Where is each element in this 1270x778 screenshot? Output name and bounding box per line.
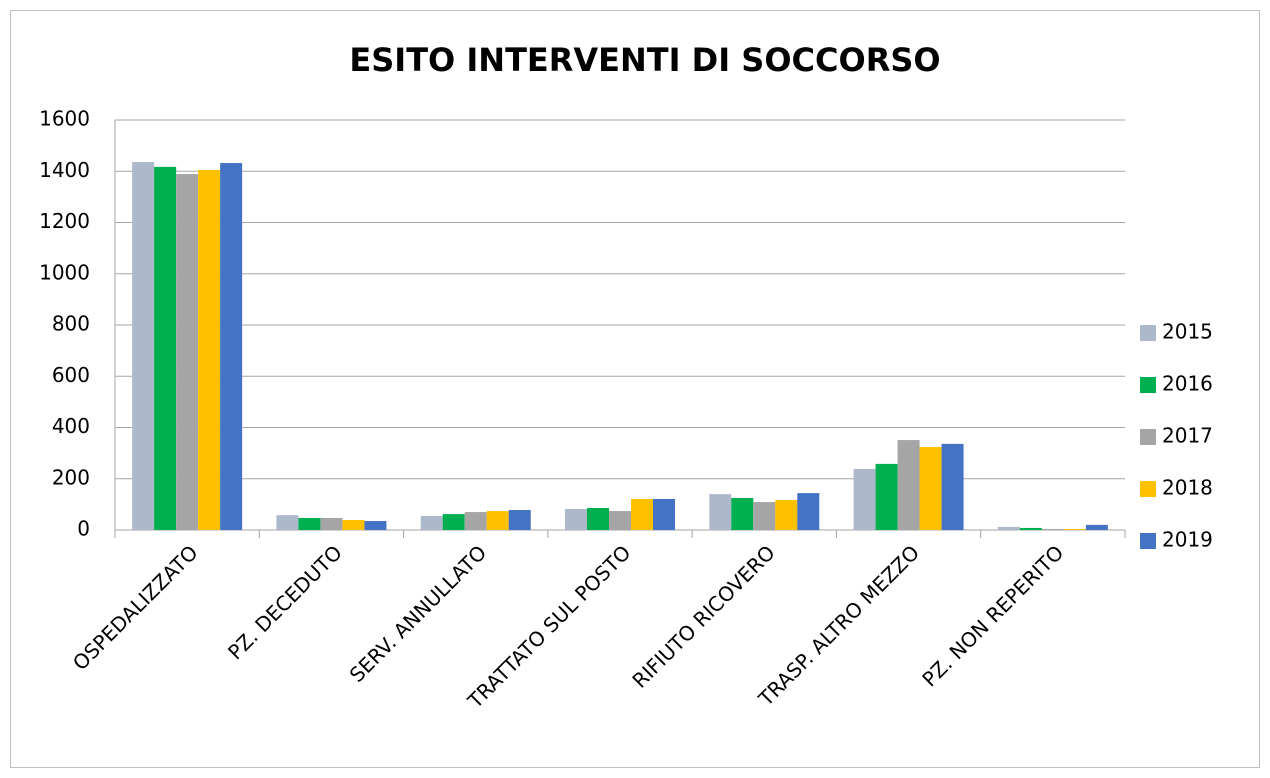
bar	[797, 493, 820, 530]
chart-title: ESITO INTERVENTI DI SOCCORSO	[349, 41, 940, 79]
bar	[298, 517, 321, 530]
bar	[420, 515, 443, 530]
bar	[508, 510, 531, 530]
y-tick-label: 600	[52, 363, 90, 387]
legend-swatch	[1140, 429, 1156, 445]
bar	[364, 521, 387, 530]
legend-label: 2017	[1162, 424, 1213, 448]
bar	[631, 498, 653, 530]
bar	[775, 500, 798, 530]
legend-label: 2019	[1162, 528, 1213, 552]
y-tick-label: 200	[52, 465, 90, 489]
bar	[154, 166, 177, 531]
y-tick-label: 800	[52, 312, 90, 336]
bar	[1063, 528, 1086, 530]
bar	[875, 463, 898, 530]
bar	[198, 169, 221, 530]
bar	[1019, 527, 1042, 530]
y-tick-label: 0	[77, 517, 90, 541]
bar	[897, 440, 920, 530]
bar	[731, 497, 754, 530]
legend-swatch	[1140, 481, 1156, 497]
bar	[709, 494, 732, 530]
bar	[442, 514, 465, 530]
y-tick-label: 400	[52, 414, 90, 438]
bar	[997, 526, 1020, 530]
legend-swatch	[1140, 533, 1156, 549]
bar	[565, 508, 587, 530]
y-tick-label: 1000	[39, 260, 90, 284]
bar	[176, 174, 199, 530]
bar	[1085, 524, 1108, 530]
y-tick-label: 1200	[39, 209, 90, 233]
y-tick-label: 1600	[39, 107, 90, 131]
bar	[587, 507, 609, 530]
legend-swatch	[1140, 377, 1156, 393]
bar	[919, 446, 942, 530]
bar	[941, 443, 964, 530]
bar	[132, 162, 155, 530]
bar	[320, 517, 343, 530]
bar	[342, 520, 365, 530]
bar	[464, 512, 487, 530]
bar	[653, 498, 675, 530]
bar	[1041, 528, 1064, 530]
bar	[276, 515, 299, 530]
legend-label: 2015	[1162, 320, 1213, 344]
legend-swatch	[1140, 325, 1156, 341]
bar	[753, 502, 776, 530]
y-tick-label: 1400	[39, 158, 90, 182]
bar	[486, 511, 509, 530]
bar	[609, 511, 631, 530]
bar	[853, 469, 876, 530]
bar	[220, 163, 243, 531]
legend-label: 2016	[1162, 372, 1213, 396]
legend-label: 2018	[1162, 476, 1213, 500]
